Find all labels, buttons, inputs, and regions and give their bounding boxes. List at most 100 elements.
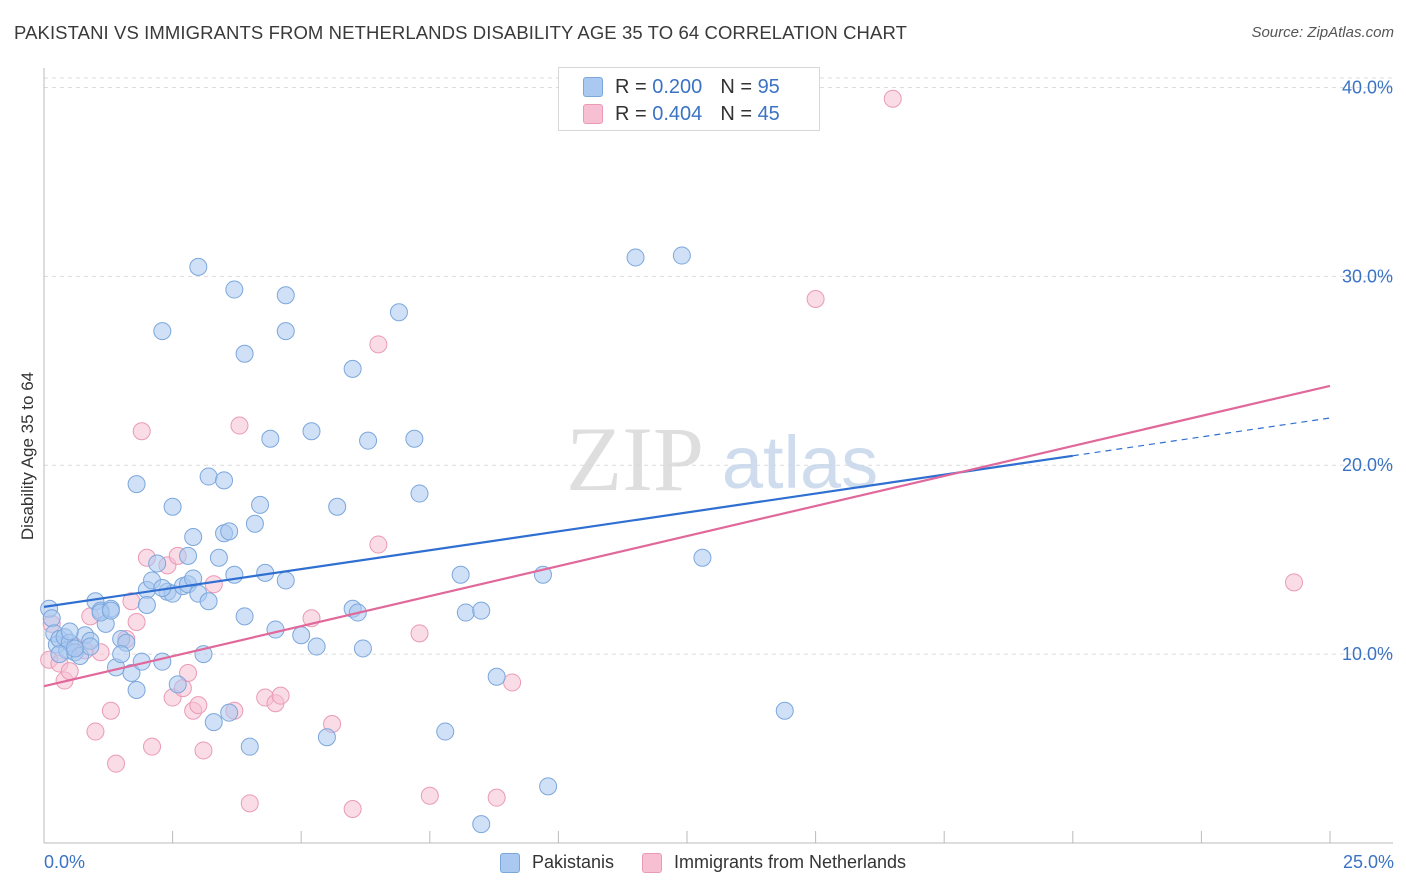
pakistanis-point [220, 703, 239, 722]
pakistanis-point [220, 522, 239, 541]
pakistanis-trend-line [43, 454, 1073, 608]
pakistanis-point [245, 514, 264, 533]
pakistanis-point [184, 528, 203, 546]
pakistanis-point [42, 609, 61, 628]
netherlands-point [189, 696, 208, 715]
pakistanis-point [261, 429, 280, 448]
pakistanis-point [189, 257, 208, 276]
bottom-legend-item-pakistanis[interactable]: Pakistanis [499, 852, 614, 873]
pakistanis-point [127, 475, 146, 494]
axis-layer [43, 68, 1393, 844]
trend-lines [43, 384, 1331, 688]
y-tick-label: 30.0% [1342, 266, 1393, 286]
netherlands-point [487, 788, 506, 807]
pakistanis-point [148, 554, 167, 573]
legend-n-value: 45 [757, 102, 780, 125]
netherlands-point [240, 794, 259, 813]
netherlands-trend-line [43, 384, 1331, 688]
netherlands-point [132, 422, 151, 441]
x-tick-label-min: 0.0% [44, 852, 86, 872]
pakistanis-point [410, 484, 429, 503]
pakistanis-point [127, 681, 146, 699]
legend-box: R = 0.200 N = 95 R = 0.404 N = 45 [558, 67, 820, 131]
legend-r-value: 0.404 [652, 102, 703, 125]
x-tick-label-max: 25.0% [1342, 852, 1394, 872]
pakistanis-point [153, 652, 172, 671]
netherlands-point [86, 722, 105, 741]
pakistanis-point [539, 777, 558, 796]
watermark-zip: ZIP [566, 408, 704, 510]
pakistanis-point [472, 815, 491, 834]
watermark-atlas: atlas [722, 421, 878, 504]
legend-r-value: 0.200 [652, 75, 703, 98]
bottom-legend: Pakistanis Immigrants from Netherlands [0, 852, 1406, 873]
pakistanis-point [626, 248, 645, 267]
pakistanis-point [693, 548, 712, 567]
pakistanis-point [199, 592, 218, 611]
y-tick-labels: 10.0% 20.0% 30.0% 40.0% [1342, 77, 1393, 664]
pakistanis-point [137, 596, 156, 614]
netherlands-point [60, 662, 79, 681]
source-note: Source: ZipAtlas.com [1251, 24, 1394, 41]
pakistanis-point [168, 675, 187, 694]
pakistanis-point [472, 601, 491, 620]
netherlands-point [179, 664, 198, 682]
bottom-legend-swatch-blue [499, 852, 520, 873]
netherlands-point [107, 754, 126, 773]
pakistanis-point [199, 467, 218, 486]
netherlands-point [101, 701, 120, 720]
legend-n-label: N = [720, 75, 752, 98]
netherlands-point [204, 575, 223, 594]
legend-r-label: R = [615, 102, 647, 125]
netherlands-point [127, 613, 146, 631]
netherlands-point [410, 624, 429, 643]
pakistanis-point [153, 322, 172, 341]
legend-row-netherlands: R = 0.404 N = 45 [583, 101, 780, 127]
pakistanis-point [672, 246, 691, 265]
pakistanis-point [353, 639, 372, 658]
bottom-legend-item-netherlands[interactable]: Immigrants from Netherlands [641, 852, 907, 873]
pakistanis-point [81, 637, 100, 656]
pakistanis-point [307, 637, 326, 656]
pakistanis-point [50, 645, 69, 664]
pakistanis-point [328, 497, 347, 516]
legend-swatch-blue [583, 77, 603, 97]
bottom-legend-label: Pakistanis [531, 852, 614, 872]
pakistanis-point [112, 645, 131, 664]
pakistanis-point [775, 701, 794, 720]
netherlands-point [1284, 573, 1303, 592]
pakistanis-point [225, 280, 244, 299]
netherlands-point [194, 741, 213, 760]
pakistanis-point [276, 322, 295, 341]
netherlands-point [230, 416, 249, 435]
pakistanis-point [405, 429, 424, 448]
pakistanis-point [389, 303, 408, 322]
pakistanis-point [456, 603, 475, 622]
legend-n-value: 95 [757, 75, 780, 98]
netherlands-point [369, 335, 388, 354]
pakistanis-point [359, 431, 378, 450]
netherlands-point [883, 89, 902, 108]
pakistanis-point [276, 286, 295, 305]
legend-row-pakistanis: R = 0.200 N = 95 [583, 74, 780, 100]
chart-title: PAKISTANI VS IMMIGRANTS FROM NETHERLANDS… [14, 22, 907, 43]
pakistanis-point [204, 713, 223, 732]
pakistanis-point [209, 548, 228, 567]
pakistanis-point [101, 601, 120, 620]
bottom-legend-label: Immigrants from Netherlands [673, 852, 907, 872]
legend-r-label: R = [615, 75, 647, 98]
pakistanis-point [251, 495, 270, 514]
netherlands-point [143, 737, 162, 756]
netherlands-point [503, 673, 522, 692]
grid-layer [44, 77, 1393, 655]
pakistanis-point [235, 607, 254, 626]
pakistanis-point [235, 344, 254, 363]
pakistanis-point [436, 722, 455, 741]
pakistanis-point [60, 622, 79, 641]
pakistanis-point [487, 667, 506, 686]
pakistanis-point [266, 620, 285, 639]
pakistanis-point [215, 471, 234, 490]
pakistanis-point [292, 626, 311, 645]
pakistanis-point [65, 639, 84, 658]
